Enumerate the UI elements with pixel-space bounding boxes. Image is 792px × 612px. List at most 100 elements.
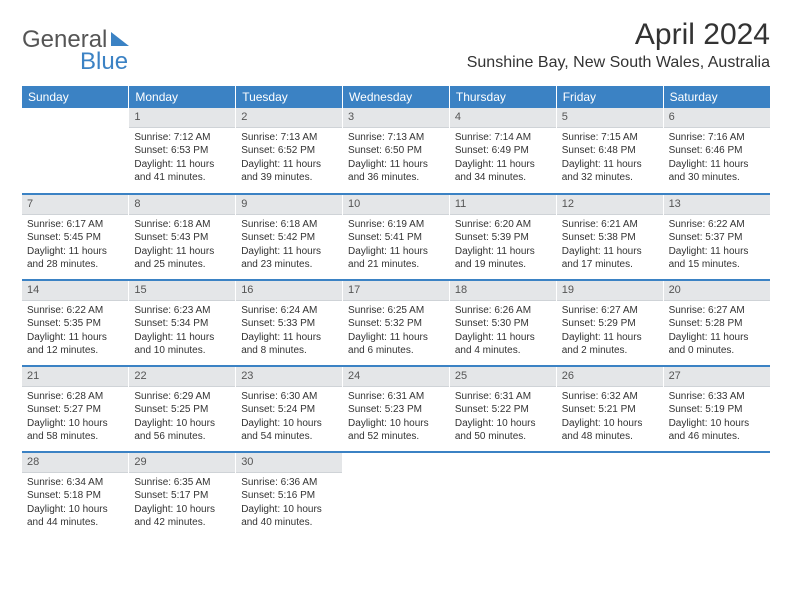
sunset-text: Sunset: 5:16 PM	[241, 489, 337, 503]
location: Sunshine Bay, New South Wales, Australia	[467, 54, 770, 72]
day-header: Thursday	[449, 86, 556, 108]
day-body: Sunrise: 7:15 AMSunset: 6:48 PMDaylight:…	[557, 128, 663, 187]
title-block: April 2024 Sunshine Bay, New South Wales…	[467, 18, 770, 72]
calendar-day-cell: 29Sunrise: 6:35 AMSunset: 5:17 PMDayligh…	[129, 452, 236, 538]
sunset-text: Sunset: 5:42 PM	[241, 231, 337, 245]
day-header-row: SundayMondayTuesdayWednesdayThursdayFrid…	[22, 86, 770, 108]
day-number: 16	[236, 281, 342, 301]
calendar-table: SundayMondayTuesdayWednesdayThursdayFrid…	[22, 86, 770, 538]
daylight-text: Daylight: 11 hours and 0 minutes.	[669, 331, 765, 358]
month-title: April 2024	[467, 18, 770, 52]
sunrise-text: Sunrise: 6:18 AM	[241, 218, 337, 232]
sunrise-text: Sunrise: 6:31 AM	[348, 390, 444, 404]
day-number: 26	[557, 367, 663, 387]
day-header: Wednesday	[343, 86, 450, 108]
day-header: Sunday	[22, 86, 129, 108]
sunset-text: Sunset: 5:23 PM	[348, 403, 444, 417]
daylight-text: Daylight: 11 hours and 4 minutes.	[455, 331, 551, 358]
sunrise-text: Sunrise: 6:36 AM	[241, 476, 337, 490]
day-number: 7	[22, 195, 128, 215]
daylight-text: Daylight: 11 hours and 6 minutes.	[348, 331, 444, 358]
calendar-day-cell: 23Sunrise: 6:30 AMSunset: 5:24 PMDayligh…	[236, 366, 343, 452]
sunrise-text: Sunrise: 6:22 AM	[669, 218, 765, 232]
sunset-text: Sunset: 6:46 PM	[669, 144, 765, 158]
sunset-text: Sunset: 6:50 PM	[348, 144, 444, 158]
day-number: 22	[129, 367, 235, 387]
sunrise-text: Sunrise: 6:21 AM	[562, 218, 658, 232]
day-number: 15	[129, 281, 235, 301]
sunrise-text: Sunrise: 6:27 AM	[562, 304, 658, 318]
daylight-text: Daylight: 11 hours and 34 minutes.	[455, 158, 551, 185]
day-number: 25	[450, 367, 556, 387]
day-number: 18	[450, 281, 556, 301]
sunrise-text: Sunrise: 6:24 AM	[241, 304, 337, 318]
day-number: 30	[236, 453, 342, 473]
sunrise-text: Sunrise: 6:18 AM	[134, 218, 230, 232]
day-body: Sunrise: 6:26 AMSunset: 5:30 PMDaylight:…	[450, 301, 556, 360]
daylight-text: Daylight: 10 hours and 56 minutes.	[134, 417, 230, 444]
sunrise-text: Sunrise: 6:22 AM	[27, 304, 123, 318]
logo-text-blue: Blue	[80, 48, 128, 75]
calendar-day-cell: 22Sunrise: 6:29 AMSunset: 5:25 PMDayligh…	[129, 366, 236, 452]
day-number: 23	[236, 367, 342, 387]
sunset-text: Sunset: 5:21 PM	[562, 403, 658, 417]
daylight-text: Daylight: 11 hours and 39 minutes.	[241, 158, 337, 185]
calendar-day-cell: 1Sunrise: 7:12 AMSunset: 6:53 PMDaylight…	[129, 108, 236, 194]
day-number: 1	[129, 108, 235, 128]
sunset-text: Sunset: 5:17 PM	[134, 489, 230, 503]
day-body: Sunrise: 6:22 AMSunset: 5:37 PMDaylight:…	[664, 215, 770, 274]
day-header: Friday	[556, 86, 663, 108]
day-body: Sunrise: 6:23 AMSunset: 5:34 PMDaylight:…	[129, 301, 235, 360]
day-number: 5	[557, 108, 663, 128]
calendar-day-cell: 18Sunrise: 6:26 AMSunset: 5:30 PMDayligh…	[449, 280, 556, 366]
calendar-day-cell: 15Sunrise: 6:23 AMSunset: 5:34 PMDayligh…	[129, 280, 236, 366]
header: GeneralBlue April 2024 Sunshine Bay, New…	[22, 18, 770, 76]
sunrise-text: Sunrise: 6:27 AM	[669, 304, 765, 318]
day-number: 11	[450, 195, 556, 215]
day-body: Sunrise: 6:18 AMSunset: 5:42 PMDaylight:…	[236, 215, 342, 274]
daylight-text: Daylight: 11 hours and 30 minutes.	[669, 158, 765, 185]
sunset-text: Sunset: 5:32 PM	[348, 317, 444, 331]
day-number: 13	[664, 195, 770, 215]
day-body: Sunrise: 6:34 AMSunset: 5:18 PMDaylight:…	[22, 473, 128, 532]
daylight-text: Daylight: 11 hours and 15 minutes.	[669, 245, 765, 272]
daylight-text: Daylight: 11 hours and 10 minutes.	[134, 331, 230, 358]
sunset-text: Sunset: 5:43 PM	[134, 231, 230, 245]
day-body: Sunrise: 7:16 AMSunset: 6:46 PMDaylight:…	[664, 128, 770, 187]
sunrise-text: Sunrise: 6:31 AM	[455, 390, 551, 404]
calendar-day-cell: 24Sunrise: 6:31 AMSunset: 5:23 PMDayligh…	[343, 366, 450, 452]
calendar-day-cell	[449, 452, 556, 538]
sunrise-text: Sunrise: 6:35 AM	[134, 476, 230, 490]
sunrise-text: Sunrise: 6:25 AM	[348, 304, 444, 318]
sunset-text: Sunset: 5:39 PM	[455, 231, 551, 245]
sunset-text: Sunset: 5:30 PM	[455, 317, 551, 331]
sunset-text: Sunset: 5:27 PM	[27, 403, 123, 417]
calendar-day-cell: 9Sunrise: 6:18 AMSunset: 5:42 PMDaylight…	[236, 194, 343, 280]
daylight-text: Daylight: 11 hours and 25 minutes.	[134, 245, 230, 272]
day-body: Sunrise: 6:32 AMSunset: 5:21 PMDaylight:…	[557, 387, 663, 446]
calendar-day-cell: 28Sunrise: 6:34 AMSunset: 5:18 PMDayligh…	[22, 452, 129, 538]
sunrise-text: Sunrise: 6:28 AM	[27, 390, 123, 404]
sunrise-text: Sunrise: 6:26 AM	[455, 304, 551, 318]
day-header: Monday	[129, 86, 236, 108]
calendar-day-cell: 10Sunrise: 6:19 AMSunset: 5:41 PMDayligh…	[343, 194, 450, 280]
day-number: 12	[557, 195, 663, 215]
logo-triangle-icon	[111, 32, 129, 46]
calendar-day-cell	[343, 452, 450, 538]
daylight-text: Daylight: 11 hours and 28 minutes.	[27, 245, 123, 272]
sunrise-text: Sunrise: 6:32 AM	[562, 390, 658, 404]
sunrise-text: Sunrise: 6:29 AM	[134, 390, 230, 404]
daylight-text: Daylight: 11 hours and 12 minutes.	[27, 331, 123, 358]
calendar-day-cell: 16Sunrise: 6:24 AMSunset: 5:33 PMDayligh…	[236, 280, 343, 366]
daylight-text: Daylight: 11 hours and 41 minutes.	[134, 158, 230, 185]
day-number: 2	[236, 108, 342, 128]
sunset-text: Sunset: 5:41 PM	[348, 231, 444, 245]
calendar-body: 1Sunrise: 7:12 AMSunset: 6:53 PMDaylight…	[22, 108, 770, 538]
daylight-text: Daylight: 11 hours and 2 minutes.	[562, 331, 658, 358]
calendar-week-row: 7Sunrise: 6:17 AMSunset: 5:45 PMDaylight…	[22, 194, 770, 280]
day-body: Sunrise: 6:28 AMSunset: 5:27 PMDaylight:…	[22, 387, 128, 446]
day-number: 21	[22, 367, 128, 387]
calendar-day-cell: 25Sunrise: 6:31 AMSunset: 5:22 PMDayligh…	[449, 366, 556, 452]
calendar-day-cell: 13Sunrise: 6:22 AMSunset: 5:37 PMDayligh…	[663, 194, 770, 280]
sunset-text: Sunset: 5:37 PM	[669, 231, 765, 245]
